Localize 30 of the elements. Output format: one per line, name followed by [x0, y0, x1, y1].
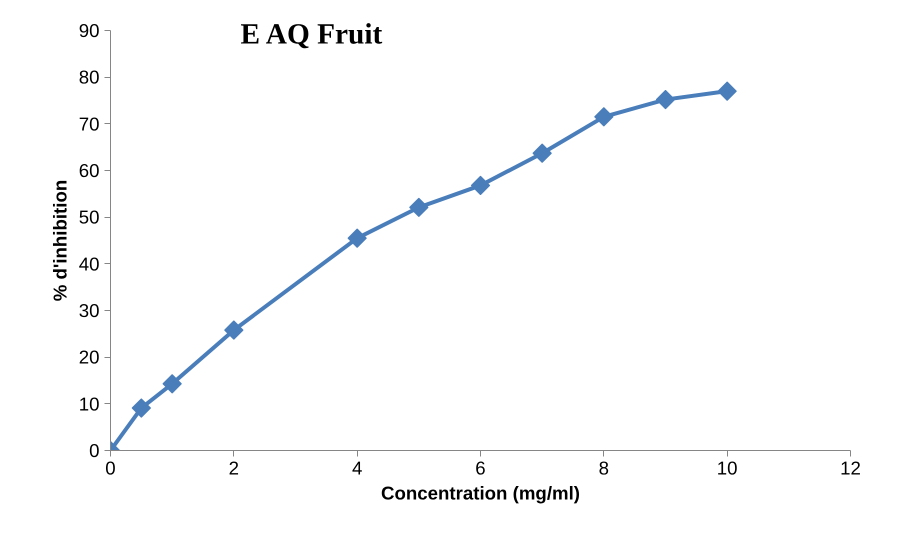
- point: [594, 107, 614, 127]
- x-tick-label: 2: [228, 458, 240, 478]
- x-tick-label: 0: [105, 458, 116, 478]
- x-tick-label: 6: [475, 458, 486, 478]
- point: [162, 374, 182, 394]
- y-tick-label: 70: [78, 113, 100, 134]
- point: [347, 228, 367, 248]
- x-tick-label: 4: [352, 458, 362, 478]
- y-tick-label: 0: [89, 440, 100, 461]
- y-tick-label: 20: [78, 346, 100, 368]
- point: [409, 198, 429, 218]
- point: [224, 320, 244, 340]
- y-axis-title: % d'inhibition: [50, 180, 71, 302]
- x-axis-title: Concentration (mg/ml): [381, 482, 580, 504]
- point: [470, 176, 490, 196]
- y-tick-label: 80: [78, 66, 100, 88]
- x-tick-label: 8: [598, 458, 610, 478]
- y-tick-label: 30: [78, 300, 100, 321]
- y-tick-label: 40: [78, 253, 100, 274]
- point: [717, 81, 737, 101]
- chart-title: E AQ Fruit: [240, 18, 382, 50]
- point: [532, 144, 552, 163]
- y-tick-label: 50: [78, 206, 100, 228]
- y-tick-label: 60: [78, 160, 100, 181]
- y-tick-label: 90: [78, 20, 100, 41]
- y-tick-label: 10: [78, 393, 100, 414]
- point: [656, 90, 676, 110]
- point: [132, 398, 152, 418]
- x-tick-label: 10: [716, 458, 738, 478]
- x-tick-label: 12: [840, 458, 861, 478]
